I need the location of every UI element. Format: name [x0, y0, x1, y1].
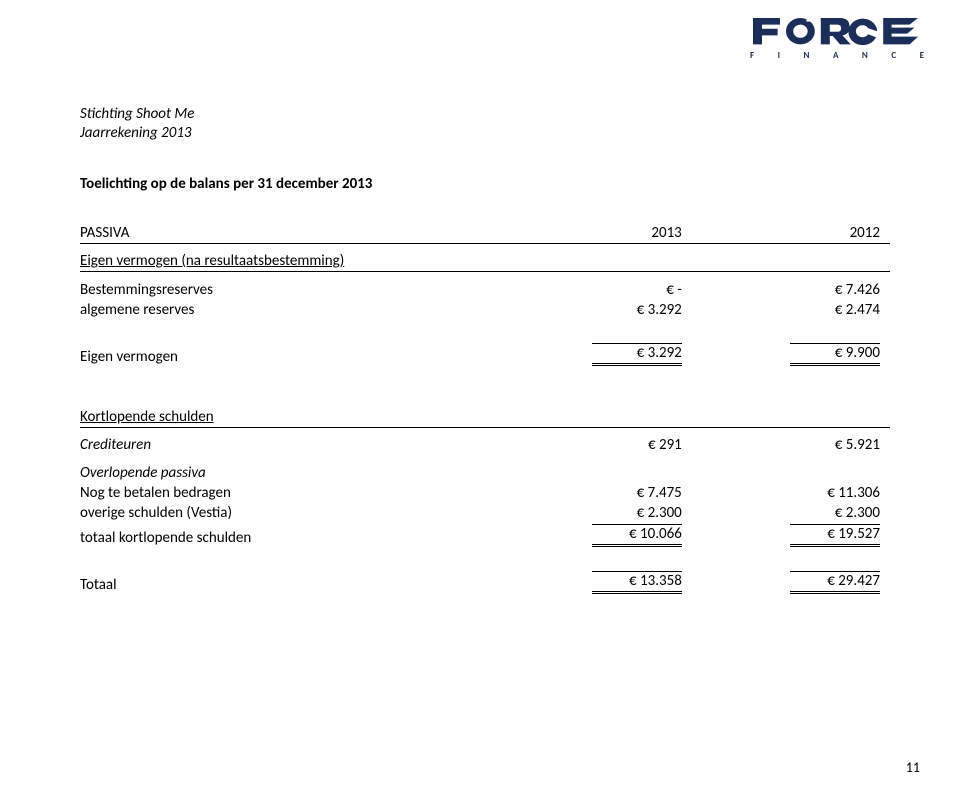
- row-algemene-a: € 3.292: [592, 301, 682, 319]
- totaal-kortlopende-b: € 19.527: [790, 524, 880, 547]
- totaal-kortlopende-label: totaal kortlopende schulden: [80, 523, 534, 548]
- logo-sub-letter: C: [891, 50, 896, 61]
- crediteuren-label: Crediteuren: [80, 435, 534, 455]
- row-bestemmingsreserves-b: € 7.426: [790, 281, 880, 299]
- row-bestemmingsreserves-a: € -: [592, 281, 682, 299]
- passiva-heading: PASSIVA: [80, 223, 534, 244]
- logo-sub-letter: E: [920, 50, 924, 61]
- eigen-vermogen-header: Eigen vermogen (na resultaatsbestemming): [80, 251, 890, 272]
- col-year-2013: 2013: [592, 224, 682, 242]
- logo-sub-letter: I: [778, 50, 780, 61]
- nog-te-betalen-a: € 7.475: [592, 484, 682, 502]
- overige-vestia-b: € 2.300: [790, 504, 880, 522]
- org-name: Stichting Shoot Me: [80, 105, 890, 124]
- grand-total-b: € 29.427: [790, 571, 880, 594]
- logo-sub-letter: A: [833, 50, 838, 61]
- totaal-kortlopende-a: € 10.066: [592, 524, 682, 547]
- force-logo-svg: [750, 12, 930, 48]
- grand-total-a: € 13.358: [592, 571, 682, 594]
- logo-sub-letter: N: [862, 50, 868, 61]
- logo-sub-letter: N: [804, 50, 810, 61]
- brand-logo: F I N A N C E: [750, 12, 930, 61]
- crediteuren-a: € 291: [592, 436, 682, 454]
- overlopende-header: Overlopende passiva: [80, 463, 890, 483]
- nog-te-betalen-label: Nog te betalen bedragen: [80, 483, 534, 503]
- nog-te-betalen-b: € 11.306: [790, 484, 880, 502]
- row-bestemmingsreserves-label: Bestemmingsreserves: [80, 280, 534, 300]
- logo-subtitle: F I N A N C E: [750, 50, 930, 61]
- page-title: Toelichting op de balans per 31 december…: [80, 175, 890, 193]
- doc-header: Stichting Shoot Me Jaarrekening 2013: [80, 105, 890, 143]
- kortlopende-heading: Kortlopende schulden: [80, 407, 890, 428]
- doc-year: Jaarrekening 2013: [80, 124, 890, 143]
- eigen-vermogen-total-label: Eigen vermogen: [80, 342, 534, 367]
- row-algemene-b: € 2.474: [790, 301, 880, 319]
- overige-vestia-a: € 2.300: [592, 504, 682, 522]
- row-algemene-label: algemene reserves: [80, 300, 534, 320]
- col-year-2012: 2012: [790, 224, 880, 242]
- grand-total-label: Totaal: [80, 570, 534, 595]
- eigen-vermogen-total-b: € 9.900: [790, 343, 880, 366]
- overige-vestia-label: overige schulden (Vestia): [80, 503, 534, 523]
- eigen-vermogen-total-a: € 3.292: [592, 343, 682, 366]
- logo-sub-letter: F: [750, 50, 754, 61]
- page-number: 11: [906, 759, 920, 776]
- balance-table: PASSIVA 2013 2012 Eigen vermogen (na res…: [80, 223, 890, 596]
- crediteuren-b: € 5.921: [790, 436, 880, 454]
